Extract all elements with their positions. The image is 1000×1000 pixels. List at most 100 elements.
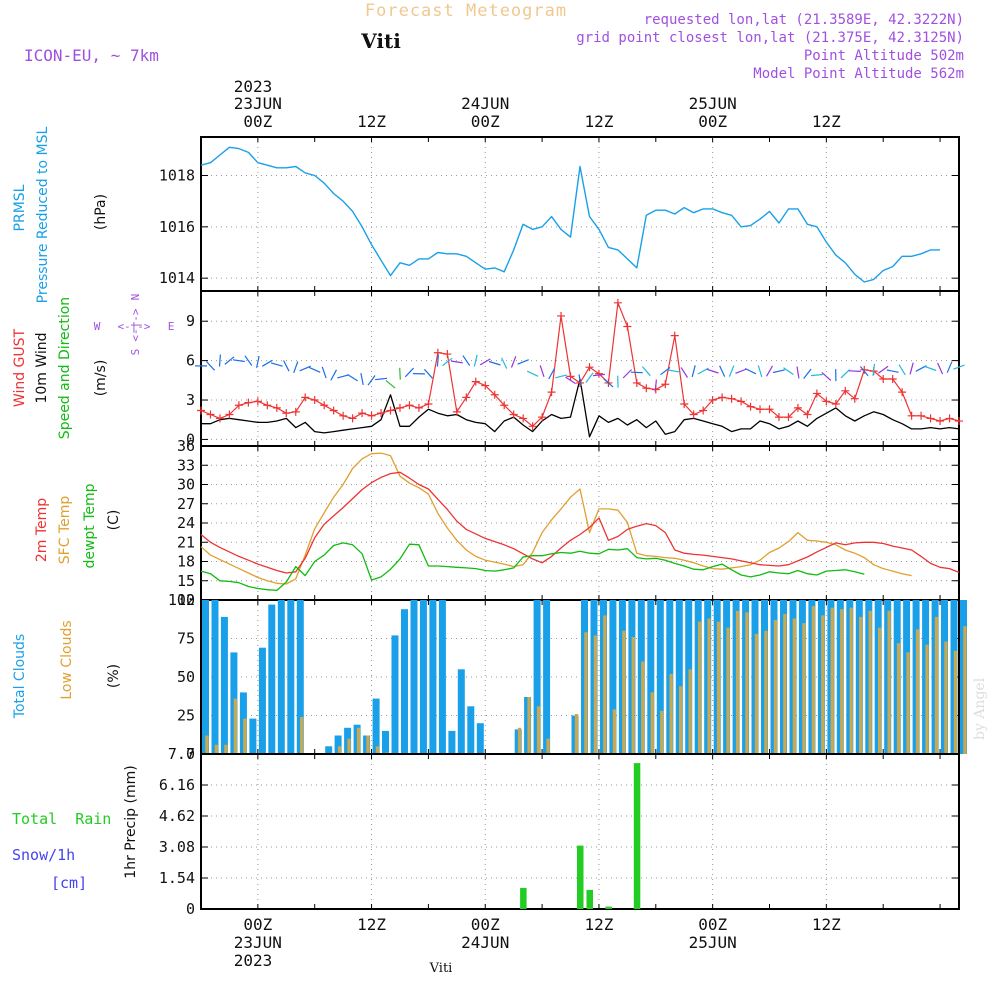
model-label: ICON-EU, ~ 7km [24,46,159,65]
compass-w: W [94,320,101,333]
precip-panel: 0 1.54 3.08 4.62 6.16 7.7 [159,745,960,918]
gust-marker [955,417,963,426]
total-clouds-bar [609,600,617,754]
gust-marker [405,401,414,410]
wind-direction-arrow [803,368,812,379]
wind-direction-arrow [946,361,953,373]
low-clouds-bar [243,718,247,754]
low-clouds-bar [963,626,967,754]
low-clouds-bar [224,744,228,754]
prmsl-line [200,146,940,283]
low-clouds-bar [300,717,304,754]
low-clouds-bar [849,607,853,754]
wind-direction-arrow [909,362,914,375]
low-clouds-bar [887,610,891,754]
low-clouds-bar [896,643,901,754]
legend-2m-temp: 2m Temp [34,498,50,562]
gust-marker [812,389,821,398]
y-tick-label: 1014 [159,269,195,287]
low-clouds-bar [356,727,361,754]
low-clouds-bar [622,630,626,754]
low-clouds-bar [859,616,863,754]
low-clouds-bar [745,612,749,754]
total-clouds-bar [334,735,342,754]
low-clouds-bar [878,627,882,754]
wind-direction-arrow [526,370,539,377]
low-clouds-bar [650,692,654,754]
y-tick-label: 6.16 [159,776,195,794]
total-clouds-bar [220,616,228,754]
t2m-temp-line [200,471,960,574]
wind-direction-arrow [442,357,453,367]
gust-marker [329,406,338,415]
low-clouds-bar [830,607,834,754]
legend-low-clouds: Low Clouds [59,620,75,699]
low-clouds-bar [688,669,692,754]
gust-marker [481,381,490,390]
y-tick-label: 0 [186,745,195,763]
low-clouds-bar [593,635,597,754]
gust-marker [519,414,528,423]
top-year: 2023 [234,77,273,96]
gust-marker [718,393,727,402]
low-clouds-bar [612,709,616,754]
total-clouds-bar [287,600,295,754]
gust-marker [197,406,205,415]
legend-prmsl-desc: Pressure Reduced to MSL [35,126,51,303]
gust-marker [784,413,793,422]
wind-direction-arrow [488,360,501,366]
wind-direction-arrow [821,371,832,381]
y-tick-label: 33 [177,456,195,474]
wind-direction-arrow [697,367,709,375]
point-altitude: Point Altitude 502m [804,48,964,64]
wind-direction-arrow [660,367,671,376]
gust-marker [831,399,840,408]
wind-direction-arrow [510,356,517,368]
panel-frame [200,290,960,447]
wind-direction-arrow [654,379,657,392]
total-clouds-bar [258,647,266,754]
total-clouds-bar [410,600,418,754]
legend-clouds-unit: (%) [106,664,122,688]
legend-dewpt-temp: dewpt Temp [82,483,98,568]
compass-vertical-arrows: <-|-> [129,308,142,341]
total-clouds-bar [438,600,446,754]
low-clouds-bar [906,652,910,754]
gust-marker [253,397,262,406]
watermark: by Angel [972,677,988,740]
wind-direction-arrow [450,360,463,364]
gust-marker [471,377,480,386]
low-clouds-bar [366,735,370,754]
wind-direction-arrow [205,361,216,371]
bottom-time-label: 24JUN [461,933,509,952]
y-tick-label: 30 [177,476,195,494]
legend-total-rain: Total Rain [12,810,111,828]
wind-direction-arrow [360,372,364,386]
gust-marker [490,390,499,399]
low-clouds-bar [536,706,541,754]
wind-direction-arrow [423,368,433,379]
wind-direction-arrow [404,367,415,378]
wind-direction-arrow [772,369,785,374]
wind-direction-arrow [473,354,478,367]
low-clouds-bar [205,735,209,754]
wind-direction-arrow [735,368,747,374]
top-time-label: 12Z [357,112,386,131]
wind-direction-arrow [886,369,899,373]
legend-pressure-unit: (hPa) [93,194,109,230]
gust-marker [661,380,670,389]
low-clouds-bar [660,710,664,754]
low-clouds-bar [584,632,588,754]
gust-marker [566,372,575,381]
y-tick-label: 1016 [159,218,195,236]
requested-coords: requested lon,lat (21.3589E, 42.3222N) [644,12,964,28]
wind-direction-arrow [585,372,594,383]
gust-marker [642,384,651,393]
low-clouds-bar [574,714,579,754]
gust-marker [377,409,386,418]
low-clouds-bar [698,621,702,754]
gust-marker [689,410,698,419]
wind-direction-arrow [592,373,605,377]
